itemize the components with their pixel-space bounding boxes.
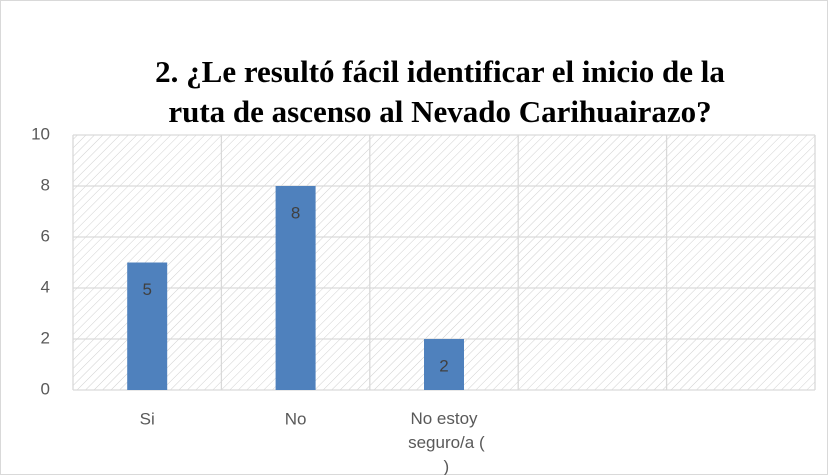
x-tick-label: Si [140, 409, 155, 428]
y-tick-label: 8 [41, 175, 50, 194]
x-tick-label: No estoy seguro/a ( ) [403, 409, 485, 475]
y-tick-label: 0 [41, 379, 50, 398]
x-tick-label: No [285, 409, 307, 428]
y-tick-label: 6 [41, 226, 50, 245]
chart-title: ruta de ascenso al Nevado Carihuairazo? [168, 94, 711, 129]
bar [127, 262, 168, 390]
bar [275, 186, 316, 390]
data-label: 2 [439, 356, 448, 375]
y-tick-label: 4 [41, 277, 50, 296]
data-label: 5 [142, 280, 151, 299]
bar [424, 339, 464, 390]
data-label: 8 [291, 203, 300, 222]
y-tick-label: 10 [31, 124, 50, 143]
y-tick-label: 2 [41, 328, 50, 347]
chart-title: 2. ¿Le resultó fácil identificar el inic… [155, 54, 725, 89]
